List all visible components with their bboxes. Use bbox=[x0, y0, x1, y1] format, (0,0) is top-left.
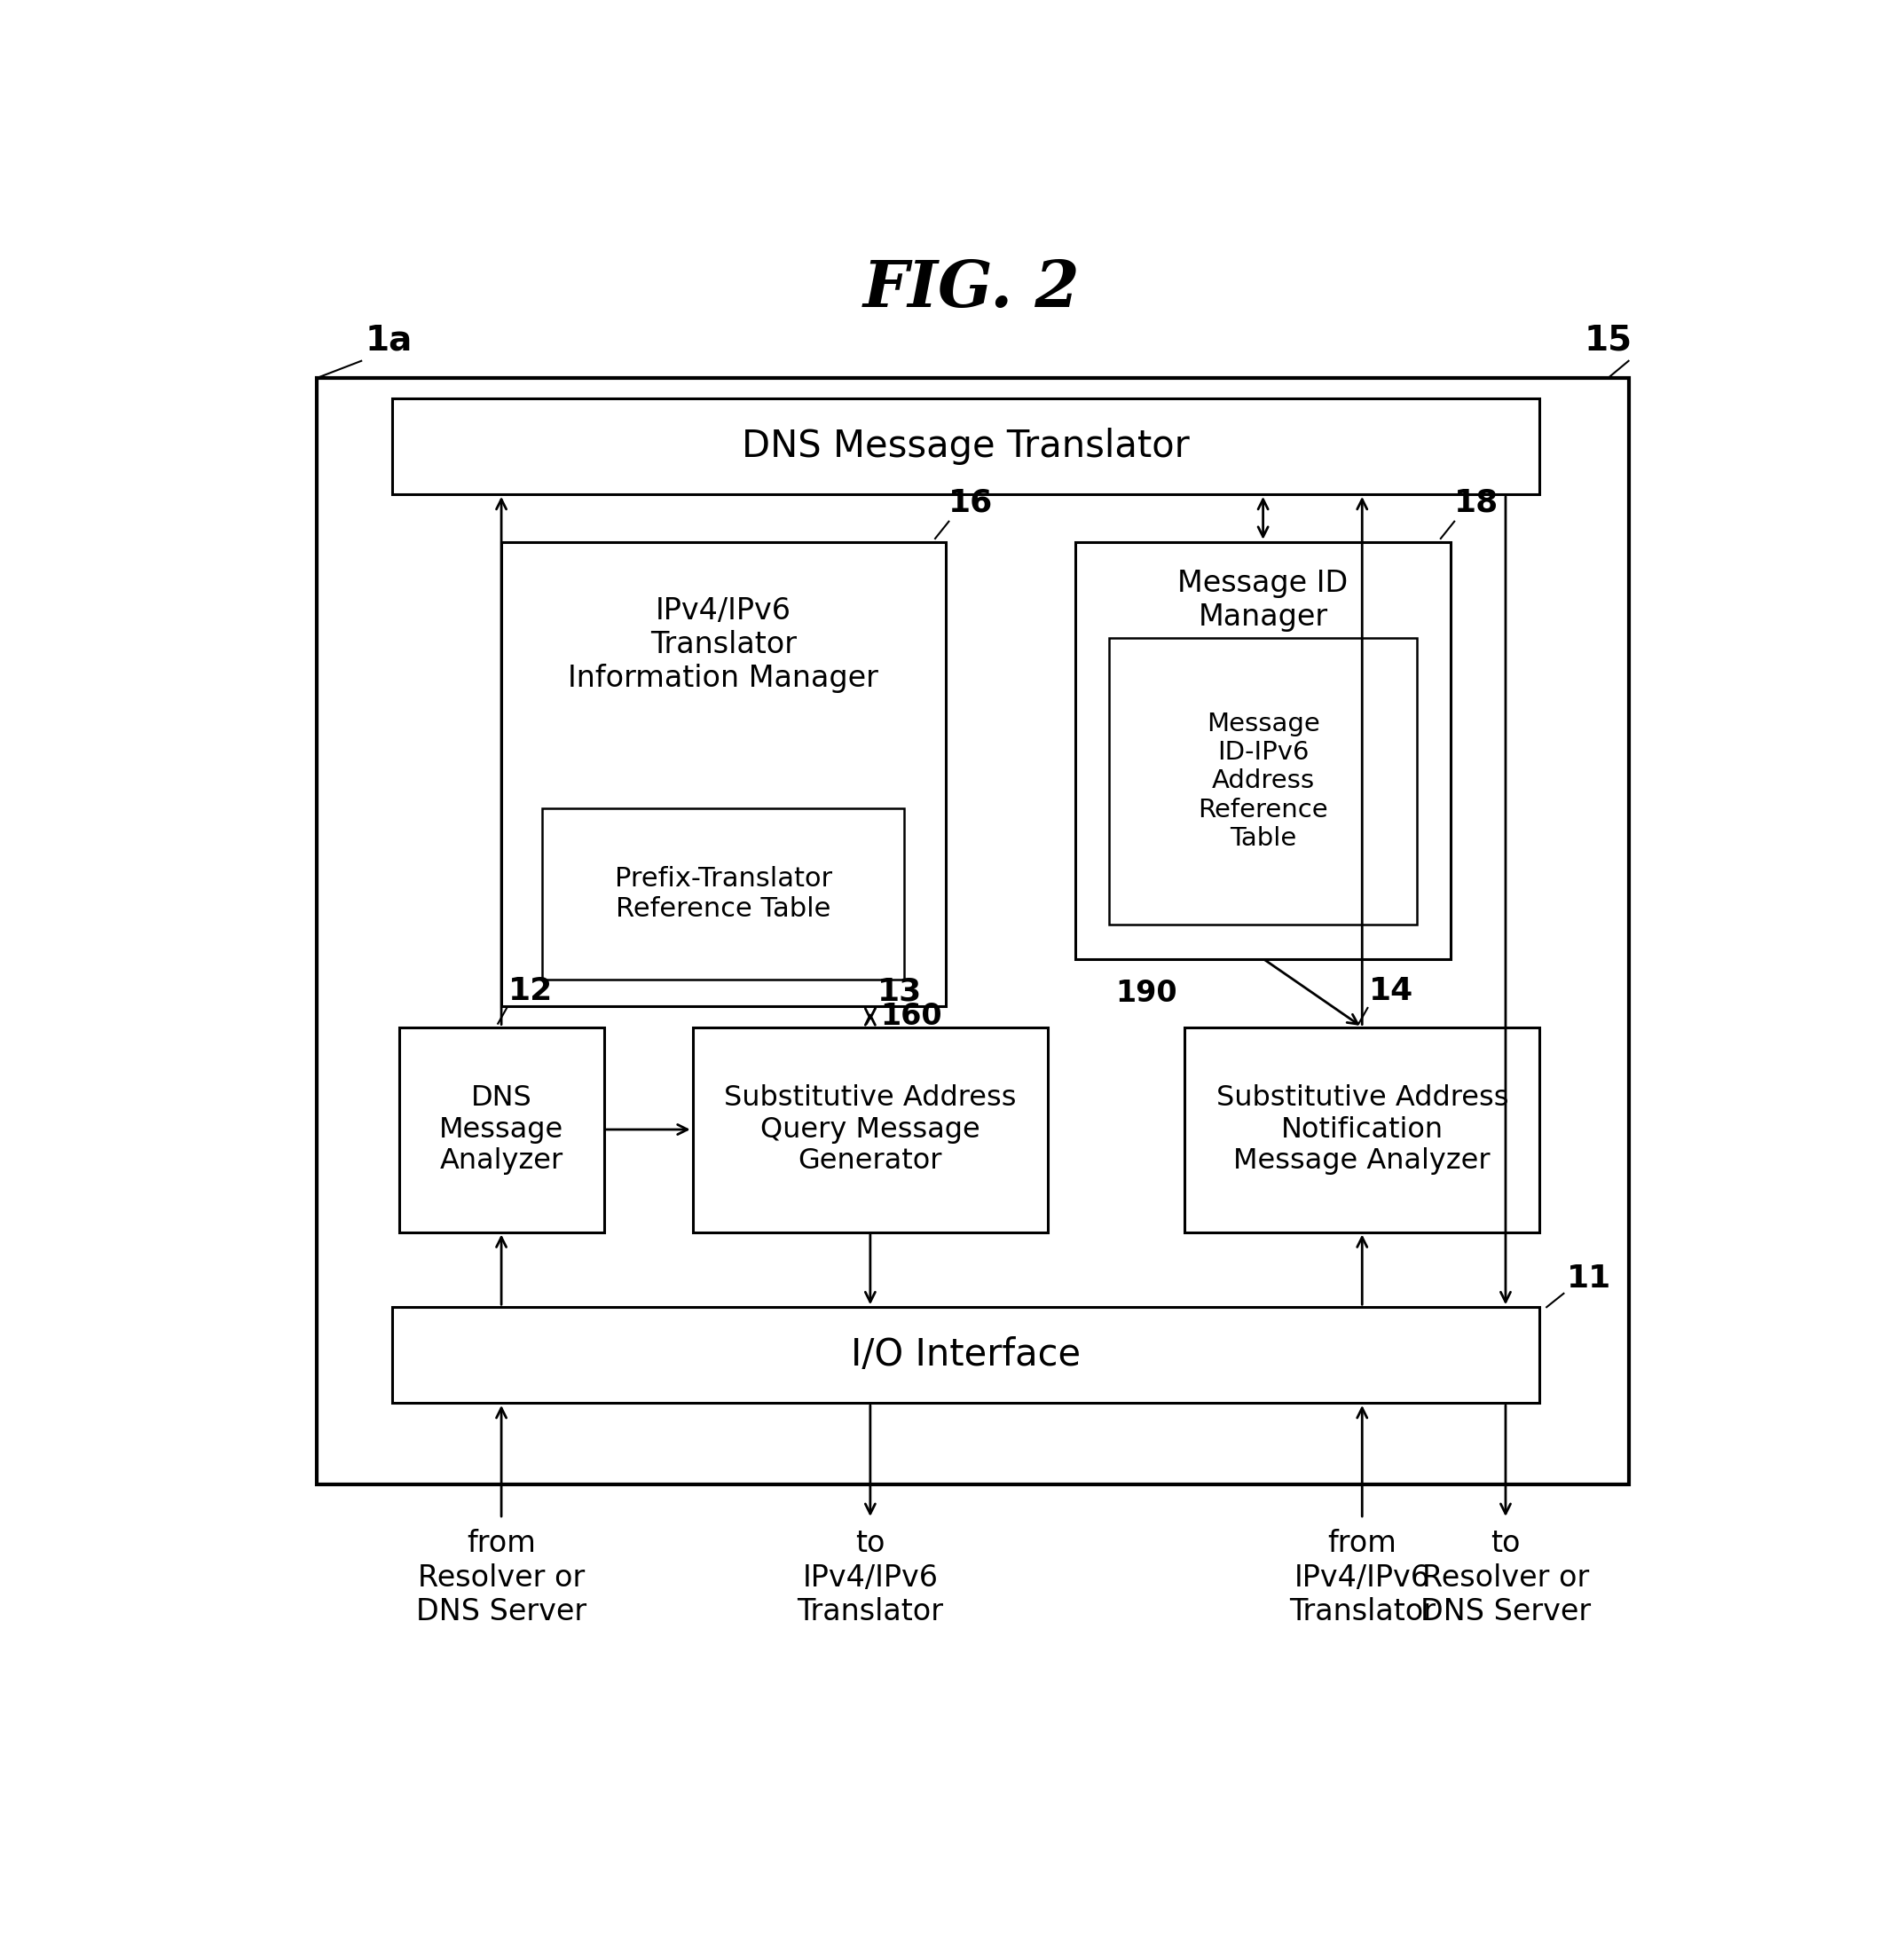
Text: DNS
Message
Analyzer: DNS Message Analyzer bbox=[440, 1084, 563, 1176]
FancyBboxPatch shape bbox=[1075, 543, 1450, 958]
Text: 160: 160 bbox=[880, 1002, 942, 1031]
Text: to
Resolver or
DNS Server: to Resolver or DNS Server bbox=[1420, 1529, 1591, 1627]
Text: 1a: 1a bbox=[364, 323, 411, 357]
FancyBboxPatch shape bbox=[1109, 637, 1416, 925]
FancyBboxPatch shape bbox=[692, 1027, 1048, 1233]
Text: 15: 15 bbox=[1583, 323, 1632, 357]
Text: from
IPv4/IPv6
Translator: from IPv4/IPv6 Translator bbox=[1289, 1529, 1435, 1627]
Text: 190: 190 bbox=[1117, 978, 1177, 1007]
Text: to
IPv4/IPv6
Translator: to IPv4/IPv6 Translator bbox=[796, 1529, 944, 1627]
Text: from
Resolver or
DNS Server: from Resolver or DNS Server bbox=[415, 1529, 586, 1627]
Text: 14: 14 bbox=[1369, 976, 1414, 1007]
Text: Substitutive Address
Notification
Message Analyzer: Substitutive Address Notification Messag… bbox=[1215, 1084, 1509, 1176]
Text: 12: 12 bbox=[508, 976, 554, 1007]
FancyBboxPatch shape bbox=[398, 1027, 603, 1233]
Text: IPv4/IPv6
Translator
Information Manager: IPv4/IPv6 Translator Information Manager bbox=[569, 596, 878, 694]
Text: Substitutive Address
Query Message
Generator: Substitutive Address Query Message Gener… bbox=[724, 1084, 1016, 1176]
Text: DNS Message Translator: DNS Message Translator bbox=[741, 427, 1191, 465]
FancyBboxPatch shape bbox=[317, 378, 1629, 1486]
FancyBboxPatch shape bbox=[1185, 1027, 1540, 1233]
Text: 11: 11 bbox=[1568, 1264, 1612, 1294]
FancyBboxPatch shape bbox=[392, 398, 1540, 494]
FancyBboxPatch shape bbox=[542, 808, 904, 980]
Text: 13: 13 bbox=[878, 976, 921, 1007]
Text: FIG. 2: FIG. 2 bbox=[863, 257, 1081, 321]
Text: Message
ID-IPv6
Address
Reference
Table: Message ID-IPv6 Address Reference Table bbox=[1198, 711, 1327, 851]
Text: 16: 16 bbox=[948, 488, 994, 517]
Text: Message ID
Manager: Message ID Manager bbox=[1177, 568, 1348, 631]
Text: Prefix-Translator
Reference Table: Prefix-Translator Reference Table bbox=[614, 866, 832, 921]
FancyBboxPatch shape bbox=[392, 1307, 1540, 1403]
FancyBboxPatch shape bbox=[501, 543, 946, 1007]
Text: 18: 18 bbox=[1454, 488, 1500, 517]
Text: I/O Interface: I/O Interface bbox=[851, 1337, 1081, 1374]
